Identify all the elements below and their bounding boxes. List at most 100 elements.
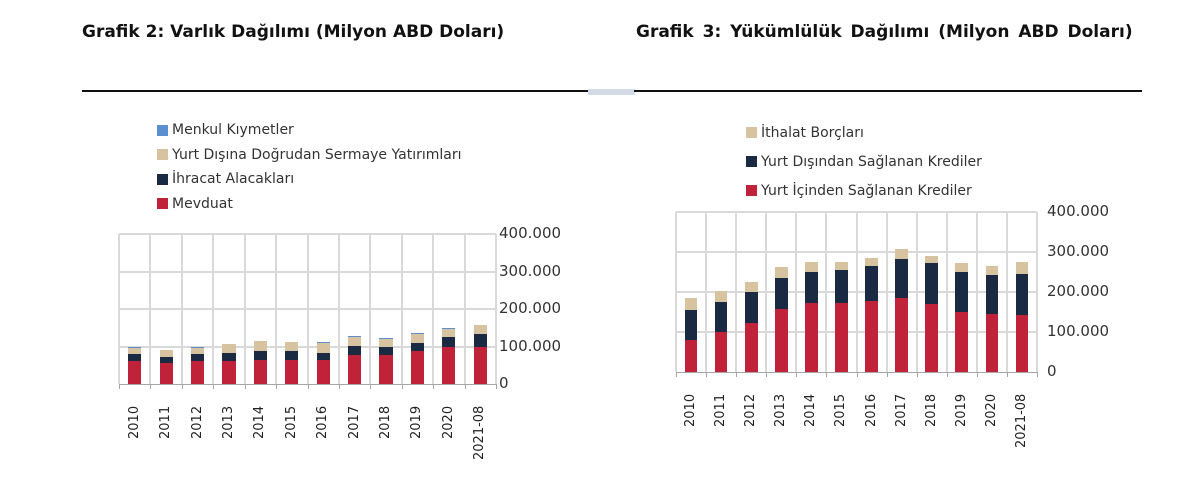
legend-label: İhracat Alacakları	[172, 171, 295, 188]
bar-segment	[473, 325, 487, 335]
bar-segment	[316, 360, 330, 384]
bar-segment	[865, 265, 878, 302]
gridline-vertical	[735, 212, 738, 372]
bar-segment	[985, 275, 999, 314]
x-axis-label: 2016	[863, 393, 879, 427]
x-axis-label: 2014	[803, 393, 819, 427]
bar-segment	[774, 267, 788, 279]
bar-segment	[379, 338, 393, 347]
stacked-bar-2016	[865, 257, 878, 372]
legend-item: Mevduat	[157, 192, 461, 217]
gridline-vertical	[825, 212, 828, 372]
y-axis-label: 400.000	[499, 224, 562, 242]
gridline-vertical	[337, 234, 340, 384]
x-axis-tick	[856, 372, 858, 377]
legend-label: Yurt İçinden Sağlanan Krediler	[761, 182, 972, 199]
bar-segment	[128, 347, 142, 354]
bar-segment	[835, 303, 848, 372]
bar-segment	[774, 309, 788, 372]
x-axis-label: 2021-08	[1013, 393, 1029, 448]
gridline-vertical	[495, 234, 497, 384]
plot-area-liability-chart	[675, 211, 1038, 377]
x-axis-tick	[401, 384, 403, 389]
x-axis-tick	[976, 372, 978, 377]
stacked-bar-2020	[985, 266, 999, 372]
gridline-vertical	[212, 234, 215, 384]
bar-segment	[473, 334, 487, 347]
bar-segment	[684, 340, 698, 372]
bar-segment	[190, 347, 205, 355]
bar-segment	[865, 257, 878, 266]
x-axis-label: 2016	[315, 405, 331, 439]
y-axis-label: 200.000	[1047, 282, 1110, 300]
bar-segment	[925, 263, 939, 304]
bar-segment	[805, 272, 818, 304]
stacked-bar-2015	[285, 341, 299, 384]
gridline-vertical	[915, 212, 918, 372]
bar-segment	[684, 298, 698, 310]
legend-asset-chart: Menkul Kıymetler Yurt Dışına Doğrudan Ser…	[157, 118, 461, 216]
legend-swatch-icon	[746, 185, 757, 196]
stacked-bar-2020	[442, 328, 456, 384]
bar-segment	[285, 342, 299, 352]
stacked-bar-2017	[895, 249, 908, 372]
gridline-vertical	[945, 212, 948, 372]
bar-segment	[379, 346, 393, 356]
stacked-bar-2014	[253, 340, 267, 384]
y-axis-label: 400.000	[1047, 202, 1110, 220]
x-axis-tick	[433, 384, 435, 389]
bar-segment	[985, 266, 999, 276]
stacked-bar-2010	[128, 347, 142, 384]
gridline-vertical	[1036, 212, 1038, 372]
bar-segment	[442, 347, 456, 384]
x-axis-label: 2018	[923, 393, 939, 427]
bar-segment	[410, 342, 425, 351]
x-axis-tick	[464, 384, 466, 389]
bar-segment	[128, 360, 142, 384]
bar-segment	[714, 301, 728, 332]
x-axis-tick	[244, 384, 246, 389]
chart-title-liability-distribution: Grafik 3: Yükümlülük Dağılımı (Milyon AB…	[636, 22, 1133, 42]
bar-segment	[473, 346, 487, 384]
y-axis-label: 300.000	[499, 261, 562, 280]
x-axis-label: 2010	[126, 405, 142, 439]
gridline-vertical	[855, 212, 858, 372]
stacked-bar-2012	[190, 347, 205, 384]
x-axis-label: 2011	[713, 393, 729, 427]
gridline-vertical	[765, 212, 768, 372]
bar-segment	[744, 323, 758, 372]
legend-item: İhracat Alacakları	[157, 167, 461, 192]
x-axis-label: 2013	[220, 405, 236, 439]
bar-segment	[895, 298, 908, 372]
stacked-bar-2021-08	[473, 324, 487, 384]
bar-segment	[1015, 314, 1029, 372]
stacked-bar-2016	[316, 342, 330, 384]
x-axis-tick	[796, 372, 798, 377]
x-axis-tick	[276, 384, 278, 389]
stacked-bar-2013	[774, 267, 788, 372]
legend-swatch-icon	[746, 156, 757, 167]
legend-item: Yurt Dışından Sağlanan Krediler	[746, 147, 982, 176]
legend-item: Yurt İçinden Sağlanan Krediler	[746, 176, 982, 205]
gridline-vertical	[885, 212, 888, 372]
bar-segment	[955, 263, 969, 273]
x-axis-tick	[338, 384, 340, 389]
stacked-bar-2018	[379, 338, 393, 384]
bar-segment	[835, 261, 848, 270]
x-axis-label: 2019	[409, 405, 425, 439]
gridline-vertical	[463, 234, 466, 384]
gridline-vertical	[400, 234, 403, 384]
x-axis-tick	[916, 372, 918, 377]
gridline-vertical	[180, 234, 183, 384]
y-axis-label: 200.000	[499, 299, 562, 317]
bar-segment	[410, 351, 425, 384]
gridline-vertical	[275, 234, 278, 384]
x-axis-tick	[181, 384, 183, 389]
title-underline-left	[82, 90, 588, 92]
bar-segment	[955, 311, 969, 372]
x-axis-tick	[213, 384, 215, 389]
bar-segment	[835, 269, 848, 304]
legend-swatch-icon	[157, 198, 168, 210]
legend-item: Menkul Kıymetler	[157, 118, 461, 143]
legend-item: İthalat Borçları	[746, 118, 982, 147]
